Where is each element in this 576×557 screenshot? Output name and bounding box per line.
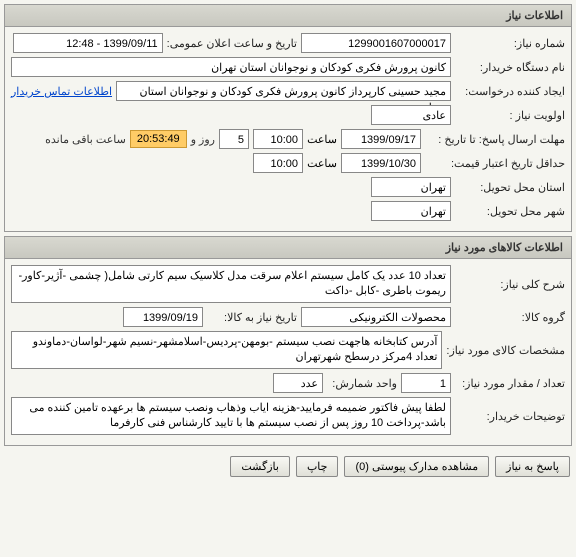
goods-group-field: محصولات الکترونیکی <box>301 307 451 327</box>
row-goods-group: گروه کالا: محصولات الکترونیکی تاریخ نیاز… <box>11 307 565 327</box>
countdown-timer: 20:53:49 <box>130 130 187 148</box>
general-desc-field: تعداد 10 عدد یک کامل سیستم اعلام سرقت مد… <box>11 265 451 303</box>
deadline-time-label: ساعت <box>307 133 337 146</box>
unit-label: واحد شمارش: <box>327 377 397 390</box>
public-datetime-field: 1399/09/11 - 12:48 <box>13 33 163 53</box>
public-datetime-label: تاریخ و ساعت اعلان عمومی: <box>167 37 297 50</box>
days-remaining-field: 5 <box>219 129 249 149</box>
buyer-notes-label: توضیحات خریدار: <box>455 410 565 423</box>
delivery-province-label: استان محل تحویل: <box>455 181 565 194</box>
request-no-field: 1299001607000017 <box>301 33 451 53</box>
need-info-header: اطلاعات نیاز <box>5 5 571 27</box>
row-qty: تعداد / مقدار مورد نیاز: 1 واحد شمارش: ع… <box>11 373 565 393</box>
priority-label: اولویت نیاز : <box>455 109 565 122</box>
need-info-body: شماره نیاز: 1299001607000017 تاریخ و ساع… <box>5 27 571 231</box>
days-label: روز و <box>191 133 215 146</box>
goods-date-label: تاریخ نیاز به کالا: <box>207 311 297 324</box>
priority-field: عادی <box>371 105 451 125</box>
device-name-field: کانون پرورش فکری کودکان و نوجوانان استان… <box>11 57 451 77</box>
goods-info-panel: اطلاعات کالاهای مورد نیاز شرح کلی نیاز: … <box>4 236 572 446</box>
row-deadline: مهلت ارسال پاسخ: تا تاریخ : 1399/09/17 س… <box>11 129 565 149</box>
back-button[interactable]: بازگشت <box>230 456 290 477</box>
row-general-desc: شرح کلی نیاز: تعداد 10 عدد یک کامل سیستم… <box>11 265 565 303</box>
row-buyer-notes: توضیحات خریدار: لطفا پیش فاکتور ضمیمه فر… <box>11 397 565 435</box>
creator-field: مجید حسینی کارپرداز کانون پرورش فکری کود… <box>116 81 451 101</box>
min-validity-time-label: ساعت <box>307 157 337 170</box>
goods-group-label: گروه کالا: <box>455 311 565 324</box>
goods-info-header: اطلاعات کالاهای مورد نیاز <box>5 237 571 259</box>
need-info-panel: اطلاعات نیاز شماره نیاز: 129900160700001… <box>4 4 572 232</box>
row-request-no: شماره نیاز: 1299001607000017 تاریخ و ساع… <box>11 33 565 53</box>
attachments-button[interactable]: مشاهده مدارک پیوستی (0) <box>344 456 489 477</box>
unit-field: عدد <box>273 373 323 393</box>
goods-spec-label: مشخصات کالای مورد نیاز: <box>446 344 565 357</box>
creator-label: ایجاد کننده درخواست: <box>455 85 565 98</box>
min-validity-date-field: 1399/10/30 <box>341 153 421 173</box>
device-name-label: نام دستگاه خریدار: <box>455 61 565 74</box>
row-device-name: نام دستگاه خریدار: کانون پرورش فکری کودک… <box>11 57 565 77</box>
deadline-time-field: 10:00 <box>253 129 303 149</box>
goods-date-field: 1399/09/19 <box>123 307 203 327</box>
qty-label: تعداد / مقدار مورد نیاز: <box>455 377 565 390</box>
goods-info-body: شرح کلی نیاز: تعداد 10 عدد یک کامل سیستم… <box>5 259 571 445</box>
min-validity-label: حداقل تاریخ اعتبار قیمت: <box>425 157 565 170</box>
row-min-validity: حداقل تاریخ اعتبار قیمت: 1399/10/30 ساعت… <box>11 153 565 173</box>
deadline-label: مهلت ارسال پاسخ: تا تاریخ : <box>425 133 565 146</box>
remaining-label: ساعت باقی مانده <box>45 133 126 146</box>
delivery-city-label: شهر محل تحویل: <box>455 205 565 218</box>
row-priority: اولویت نیاز : عادی <box>11 105 565 125</box>
buyer-notes-field: لطفا پیش فاکتور ضمیمه فرمایید-هزینه ایاب… <box>11 397 451 435</box>
buyer-contact-link[interactable]: اطلاعات تماس خریدار <box>11 85 112 98</box>
min-validity-time-field: 10:00 <box>253 153 303 173</box>
deadline-date-field: 1399/09/17 <box>341 129 421 149</box>
print-button[interactable]: چاپ <box>296 456 339 477</box>
request-no-label: شماره نیاز: <box>455 37 565 50</box>
row-delivery-province: استان محل تحویل: تهران <box>11 177 565 197</box>
reply-button[interactable]: پاسخ به نیاز <box>495 456 570 477</box>
footer-buttons: پاسخ به نیاز مشاهده مدارک پیوستی (0) چاپ… <box>0 450 576 483</box>
row-creator: ایجاد کننده درخواست: مجید حسینی کارپرداز… <box>11 81 565 101</box>
general-desc-label: شرح کلی نیاز: <box>455 278 565 291</box>
goods-spec-field: آدرس کتابخانه هاجهت نصب سیستم -بومهن-پرد… <box>11 331 442 369</box>
delivery-city-field: تهران <box>371 201 451 221</box>
delivery-province-field: تهران <box>371 177 451 197</box>
row-goods-spec: مشخصات کالای مورد نیاز: آدرس کتابخانه ها… <box>11 331 565 369</box>
qty-field: 1 <box>401 373 451 393</box>
row-delivery-city: شهر محل تحویل: تهران <box>11 201 565 221</box>
